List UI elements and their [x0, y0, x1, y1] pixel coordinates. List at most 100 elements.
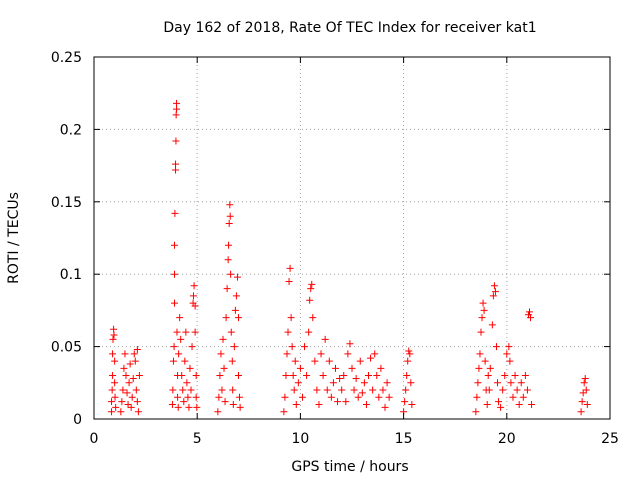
data-point-marker: [109, 350, 117, 358]
data-point-marker: [338, 386, 346, 394]
data-point-marker: [296, 364, 304, 372]
data-point-marker: [173, 99, 181, 107]
data-point-marker: [495, 398, 503, 406]
y-tick-label: 0.05: [51, 340, 82, 356]
data-point-marker: [217, 350, 225, 358]
data-point-marker: [181, 357, 189, 365]
data-point-marker: [506, 357, 514, 365]
x-axis-label: GPS time / hours: [291, 459, 408, 475]
data-point-marker: [303, 372, 311, 380]
data-point-marker: [134, 408, 142, 416]
data-point-marker: [133, 345, 141, 353]
data-point-marker: [283, 350, 291, 358]
data-point-marker: [172, 160, 180, 168]
data-point-marker: [497, 403, 505, 411]
data-point-marker: [170, 270, 178, 278]
data-point-marker: [188, 343, 196, 351]
data-point-marker: [348, 364, 356, 372]
data-point-marker: [131, 357, 139, 365]
data-point-marker: [226, 201, 234, 209]
data-point-marker: [291, 357, 299, 365]
data-point-marker: [192, 393, 200, 401]
data-point-marker: [117, 408, 125, 416]
data-point-marker: [174, 403, 182, 411]
data-point-marker: [130, 350, 138, 358]
data-point-marker: [481, 357, 489, 365]
data-point-marker: [577, 408, 585, 416]
data-point-marker: [403, 372, 411, 380]
data-point-marker: [187, 386, 195, 394]
data-point-marker: [171, 209, 179, 217]
data-point-marker: [169, 357, 177, 365]
data-point-marker: [121, 350, 129, 358]
y-axis-label: ROTI / TECUs: [6, 192, 22, 284]
data-point-marker: [184, 393, 192, 401]
data-points: [108, 99, 591, 416]
data-point-marker: [234, 372, 242, 380]
data-point-marker: [475, 364, 483, 372]
data-point-marker: [582, 386, 590, 394]
data-point-marker: [228, 357, 236, 365]
data-point-marker: [402, 386, 410, 394]
gridlines: [94, 57, 610, 419]
data-point-marker: [501, 372, 509, 380]
data-point-marker: [492, 343, 500, 351]
data-point-marker: [292, 401, 300, 409]
data-point-marker: [294, 379, 302, 387]
data-point-marker: [111, 393, 119, 401]
data-point-marker: [505, 343, 513, 351]
data-point-marker: [354, 393, 362, 401]
data-point-marker: [109, 335, 117, 343]
data-point-marker: [135, 372, 143, 380]
data-point-marker: [580, 379, 588, 387]
data-point-marker: [225, 220, 233, 228]
data-point-marker: [477, 328, 485, 336]
data-point-marker: [215, 393, 223, 401]
data-point-marker: [483, 401, 491, 409]
data-point-marker: [521, 372, 529, 380]
x-tick-label: 25: [601, 431, 619, 447]
data-point-marker: [503, 350, 511, 358]
data-point-marker: [494, 379, 502, 387]
data-point-marker: [486, 364, 494, 372]
data-point-marker: [519, 393, 527, 401]
data-point-marker: [331, 364, 339, 372]
data-point-marker: [227, 270, 235, 278]
data-point-marker: [484, 372, 492, 380]
y-tick-label: 0: [73, 412, 82, 428]
data-point-marker: [125, 379, 133, 387]
data-point-marker: [170, 343, 178, 351]
data-point-marker: [227, 328, 235, 336]
data-point-marker: [509, 393, 517, 401]
data-point-marker: [109, 372, 117, 380]
data-point-marker: [313, 386, 321, 394]
x-tick-label: 15: [395, 431, 413, 447]
data-point-marker: [236, 403, 244, 411]
data-point-marker: [223, 285, 231, 293]
data-point-marker: [373, 372, 381, 380]
data-point-marker: [218, 386, 226, 394]
data-point-marker: [336, 374, 344, 382]
data-point-marker: [479, 299, 487, 307]
data-point-marker: [404, 357, 412, 365]
data-point-marker: [221, 398, 229, 406]
data-point-marker: [284, 328, 292, 336]
data-point-marker: [499, 386, 507, 394]
data-point-marker: [282, 372, 290, 380]
data-point-marker: [491, 288, 499, 296]
data-point-marker: [129, 374, 137, 382]
data-point-marker: [480, 306, 488, 314]
data-point-marker: [193, 403, 201, 411]
data-point-marker: [375, 393, 383, 401]
data-point-marker: [132, 386, 140, 394]
data-point-marker: [175, 350, 183, 358]
data-point-marker: [220, 364, 228, 372]
data-point-marker: [191, 328, 199, 336]
data-point-marker: [185, 403, 193, 411]
data-point-marker: [317, 350, 325, 358]
data-point-marker: [406, 350, 414, 358]
data-point-marker: [288, 343, 296, 351]
data-point-marker: [334, 398, 342, 406]
y-tick-label: 0.25: [51, 50, 82, 66]
